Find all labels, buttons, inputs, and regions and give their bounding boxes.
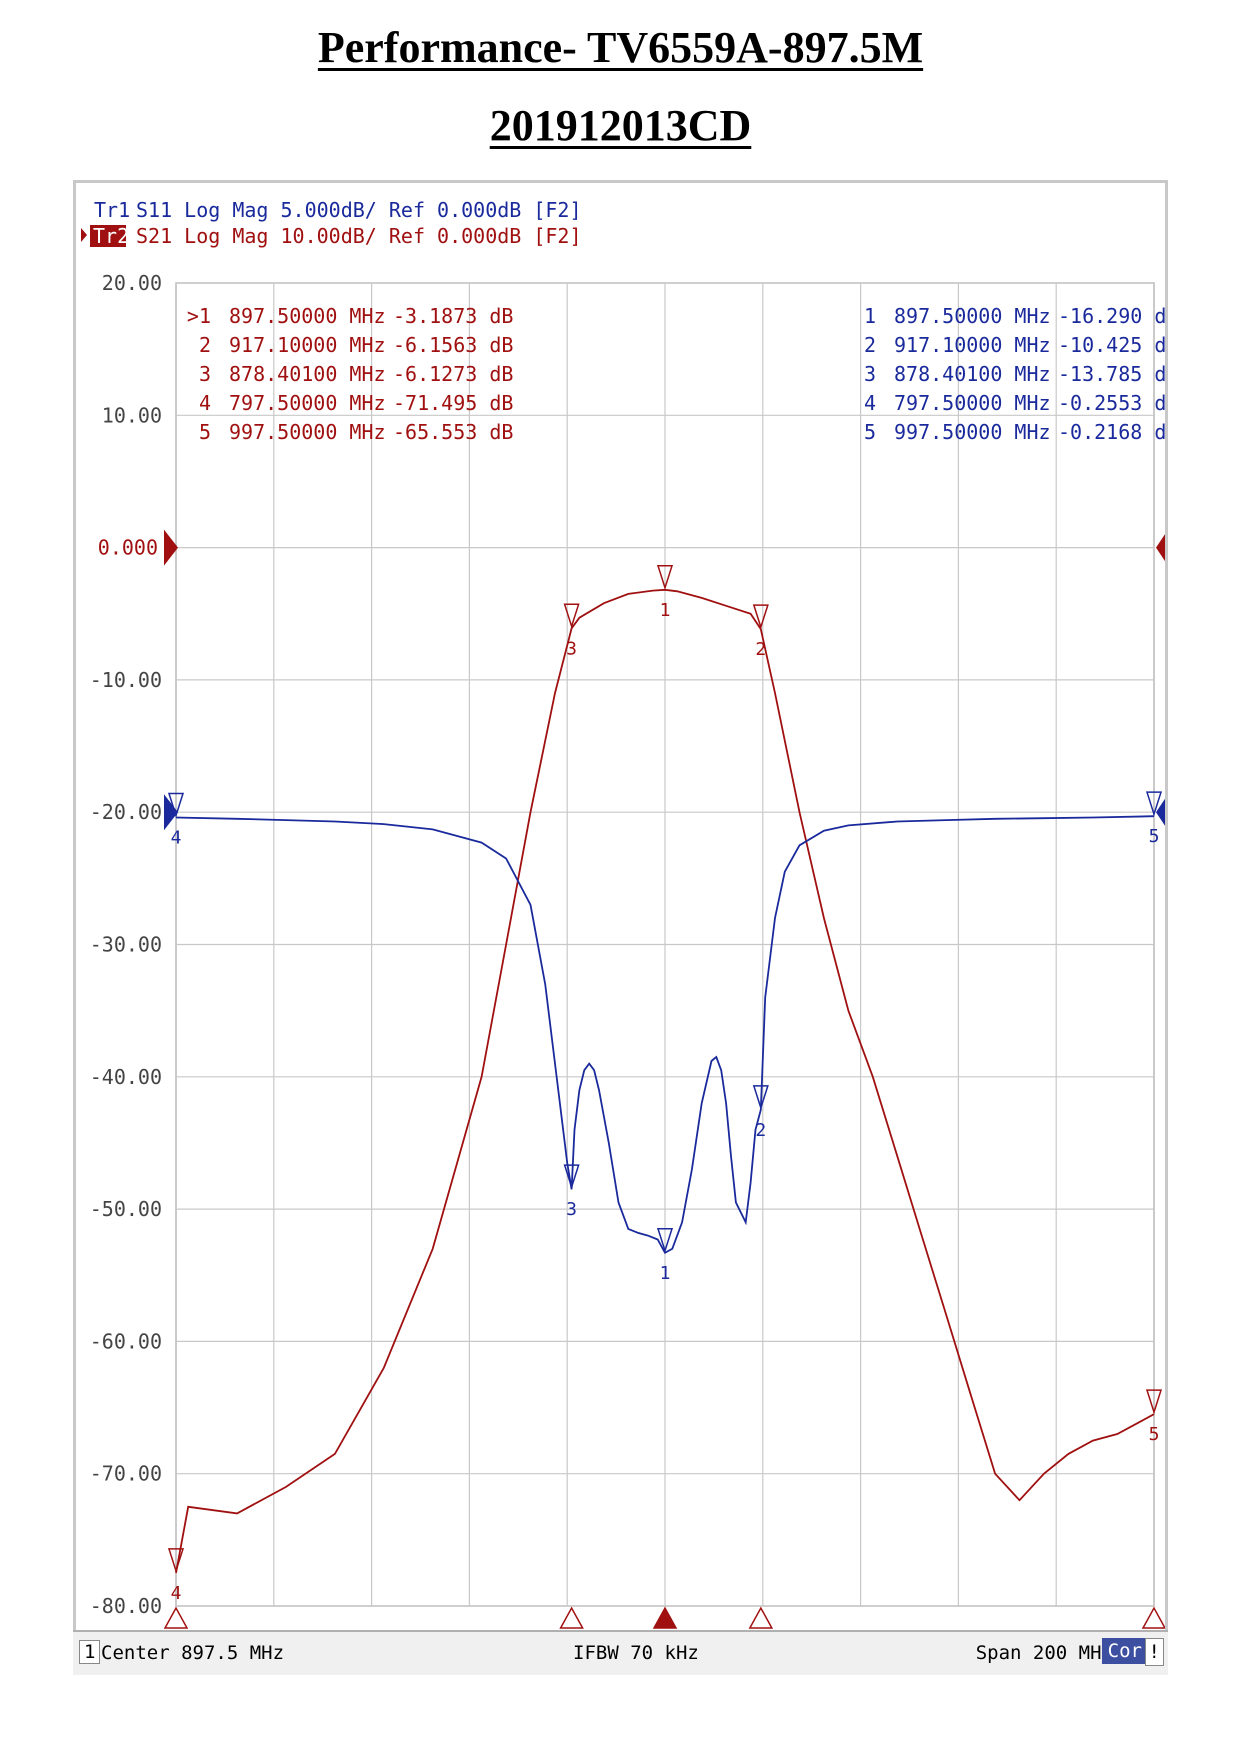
series-line-s11 [175, 815, 1155, 1255]
ref-arrow-left-s21-icon [164, 529, 178, 566]
y-tick-label: -50.00 [90, 1197, 162, 1221]
y-tick-label: -70.00 [90, 1462, 162, 1486]
marker-number: 4 [171, 1583, 182, 1604]
marker-label: >1 [187, 304, 211, 328]
marker-label: 4 [864, 391, 876, 415]
analyzer-window: Tr1 S11 Log Mag 5.000dB/ Ref 0.000dB [F2… [73, 180, 1168, 1675]
marker-label: 1 [864, 304, 876, 328]
y-tick-label: -10.00 [90, 668, 162, 692]
marker-label: 5 [864, 420, 876, 444]
marker-triangle-icon [1145, 1389, 1163, 1415]
ifbw-value[interactable]: IFBW 70 kHz [573, 1642, 699, 1664]
marker-triangle-icon [167, 792, 185, 818]
stimulus-marker-icon [652, 1606, 678, 1629]
tr2-text: S21 Log Mag 10.00dB/ Ref 0.000dB [F2] [136, 224, 582, 248]
marker-frequency: 897.50000 MHz [894, 304, 1051, 328]
active-trace-arrow-icon [81, 228, 87, 242]
stimulus-marker-icon [1141, 1606, 1165, 1629]
marker-label: 3 [864, 362, 876, 386]
marker-frequency: 997.50000 MHz [229, 420, 386, 444]
marker-frequency: 878.40100 MHz [229, 362, 386, 386]
marker-number: 5 [1149, 1424, 1160, 1445]
tr1-label[interactable]: Tr1 [94, 198, 130, 222]
marker-frequency: 917.10000 MHz [894, 333, 1051, 357]
ref-arrow-right-s21-icon [1156, 534, 1165, 562]
correction-badge[interactable]: Cor [1101, 1638, 1148, 1664]
marker-number: 1 [660, 600, 671, 621]
marker-number: 2 [755, 1120, 766, 1141]
tr2-label-bg[interactable] [90, 225, 126, 247]
y-tick-label: 10.00 [102, 403, 162, 427]
marker-number: 4 [171, 827, 182, 848]
marker-frequency: 997.50000 MHz [894, 420, 1051, 444]
marker-value: -10.425 dB [1058, 333, 1165, 357]
marker-triangle-icon [752, 1085, 769, 1111]
marker-value: -71.495 dB [393, 391, 513, 415]
marker-triangle-icon [167, 1548, 185, 1574]
marker-label: 5 [199, 420, 211, 444]
marker-triangle-icon [563, 603, 580, 629]
s11-marker-table: 1 897.50000 MHz -16.290 dB 2 917.10000 MHz -1… [864, 304, 1165, 444]
page-title: Performance- TV6559A-897.5M [317, 23, 924, 72]
grid [175, 282, 1155, 1607]
marker-number: 2 [755, 639, 766, 660]
marker-value: -6.1563 dB [393, 333, 513, 357]
marker-triangle-icon [656, 565, 674, 591]
page-subtitle: 201912013CD [489, 101, 752, 150]
marker-label: 2 [864, 333, 876, 357]
chart-svg: Tr1 S11 Log Mag 5.000dB/ Ref 0.000dB [F2… [81, 198, 1165, 1629]
marker-number: 3 [566, 638, 577, 659]
marker-triangle-icon [752, 604, 769, 630]
y-tick-label: -80.00 [90, 1594, 162, 1618]
marker-glyphs: 1 2 3 4 5 1 2 3 4 5 [163, 565, 1165, 1629]
marker-value: -16.290 dB [1058, 304, 1165, 328]
y-tick-label: -30.00 [90, 933, 162, 957]
channel-indicator[interactable]: 1 [79, 1640, 101, 1664]
plot-area [175, 588, 1155, 1574]
marker-value: -3.1873 dB [393, 304, 513, 328]
y-tick-labels: 20.00 10.00 0.000 -10.00 -20.00 -30.00 -40.00 -… [90, 271, 1165, 1618]
y-tick-label: 20.00 [102, 271, 162, 295]
s21-marker-table: >1 897.50000 MHz -3.1873 dB2 917.10000 MHz -… [187, 304, 514, 444]
marker-value: -13.785 dB [1058, 362, 1165, 386]
y-tick-label: -60.00 [90, 1329, 162, 1353]
marker-triangle-icon [563, 1164, 580, 1190]
marker-value: -0.2553 dB [1058, 391, 1165, 415]
ref-arrow-right-s11-icon [1156, 798, 1165, 826]
stimulus-marker-icon [748, 1606, 774, 1629]
tr1-text: S11 Log Mag 5.000dB/ Ref 0.000dB [F2] [136, 198, 582, 222]
status-bar: 1 Center 897.5 MHz IFBW 70 kHz Span 200 … [73, 1630, 1168, 1675]
marker-label: 2 [199, 333, 211, 357]
center-frequency[interactable]: Center 897.5 MHz [101, 1642, 285, 1664]
ref-arrow-left-s11-icon [164, 794, 178, 831]
y-tick-label: 0.000 [98, 536, 158, 560]
y-tick-label: -20.00 [90, 800, 162, 824]
marker-label: 4 [199, 391, 211, 415]
stimulus-marker-icon [163, 1606, 189, 1629]
marker-value: -65.553 dB [393, 420, 513, 444]
marker-number: 1 [660, 1263, 671, 1284]
marker-frequency: 917.10000 MHz [229, 333, 386, 357]
marker-value: -6.1273 dB [393, 362, 513, 386]
marker-frequency: 797.50000 MHz [229, 391, 386, 415]
marker-triangle-icon [1145, 791, 1163, 817]
marker-number: 5 [1149, 826, 1160, 847]
y-tick-label: -40.00 [90, 1065, 162, 1089]
warning-indicator[interactable]: ! [1144, 1638, 1164, 1666]
stimulus-marker-icon [559, 1606, 584, 1629]
marker-frequency: 797.50000 MHz [894, 391, 1051, 415]
span-value[interactable]: Span 200 MHz [975, 1642, 1113, 1664]
marker-triangle-icon [656, 1228, 674, 1254]
marker-number: 3 [566, 1199, 577, 1220]
series-line-s21 [175, 588, 1155, 1574]
marker-value: -0.2168 dB [1058, 420, 1165, 444]
tr2-label[interactable]: Tr2 [93, 224, 129, 248]
marker-frequency: 878.40100 MHz [894, 362, 1051, 386]
marker-frequency: 897.50000 MHz [229, 304, 386, 328]
marker-label: 3 [199, 362, 211, 386]
